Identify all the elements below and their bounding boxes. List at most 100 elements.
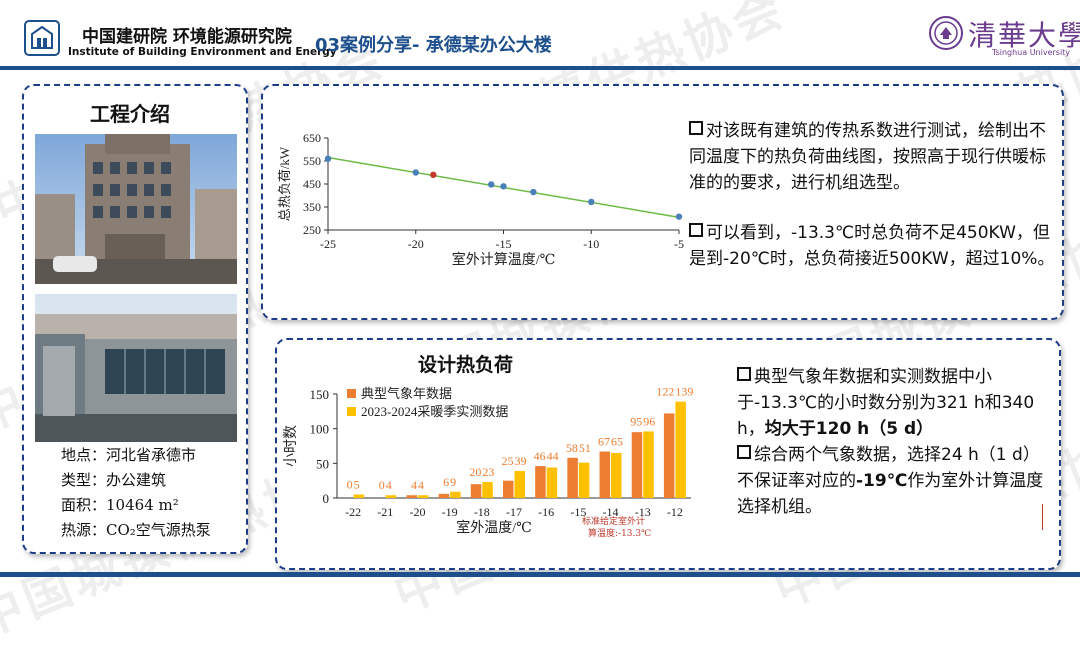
x-tick-label: -14 <box>603 505 619 519</box>
value-label: 51 <box>579 441 591 455</box>
bar-measured <box>482 482 493 498</box>
bar-typical-year <box>663 413 675 498</box>
legend-swatch <box>347 407 356 416</box>
data-point <box>588 198 595 206</box>
bar-measured <box>385 495 397 498</box>
x-tick-label: -25 <box>320 237 336 251</box>
data-point <box>324 155 332 162</box>
institute-name-cn: 中国建研院 环境能源研究院 <box>82 27 292 47</box>
value-label: 95 <box>630 414 642 428</box>
legend-label: 典型气象年数据 <box>361 386 452 401</box>
y-axis-label: 总热负荷/kW <box>277 146 292 221</box>
institute-logo-icon <box>24 20 60 56</box>
bullet-hours-compare: 典型气象年数据和实测数据中小于-13.3℃的小时数分别为321 h和340 h，… <box>737 367 1035 439</box>
bullet-design-temp: 综合两个气象数据，选择24 h（1 d）不保证率对应的-19℃作为室外计算温度选… <box>737 445 1044 517</box>
data-point <box>488 181 495 188</box>
y-tick-label: 550 <box>303 154 321 168</box>
bar-measured <box>675 401 686 498</box>
x-tick-label: -20 <box>408 237 424 251</box>
info-heat-source: 热源：CO₂空气源热泵 <box>61 521 211 539</box>
x-tick-label: -21 <box>377 505 393 519</box>
bar-typical-year <box>631 432 643 498</box>
bar-typical-year <box>503 480 514 498</box>
value-label: 6 <box>443 475 449 489</box>
x-tick-label: -5 <box>674 237 684 251</box>
x-tick-label: -22 <box>345 505 361 519</box>
standard-temp-annotation: 标准给定室外计 算温度:-13.3℃ <box>582 517 652 539</box>
legend-label: 2023-2024采暖季实测数据 <box>361 404 508 419</box>
x-tick-label: -18 <box>474 505 490 519</box>
building-photo <box>35 134 237 284</box>
value-label: 5 <box>354 478 360 492</box>
square-bullet-icon <box>737 367 751 381</box>
highlight-point <box>430 171 437 178</box>
bullet-transfer-test: 对该既有建筑的传热系数进行测试，绘制出不同温度下的热负荷曲线图，按照高于现行供暖… <box>689 121 1046 193</box>
bar-measured <box>514 470 525 498</box>
bar-measured <box>611 452 622 498</box>
data-point <box>412 169 419 176</box>
y-tick-label: 50 <box>316 456 329 471</box>
y-tick-label: 350 <box>303 200 321 214</box>
slide-title: 03案例分享- 承德某办公大楼 <box>315 35 552 56</box>
project-intro-title: 工程介绍 <box>90 102 170 126</box>
square-bullet-icon <box>689 121 703 135</box>
bar-typical-year <box>406 495 417 498</box>
bar-measured <box>417 495 429 498</box>
square-bullet-icon <box>737 445 751 459</box>
design-heat-load-panel: 设计热负荷 0 50 100 150 -22 0 5 -21 0 4 -20 4 4 -19 6 9 -18 20… <box>275 338 1061 570</box>
info-type: 类型：办公建筑 <box>61 471 167 489</box>
university-name-en: Tsinghua University <box>992 48 1071 57</box>
value-label: 4 <box>411 478 417 492</box>
value-label: 39 <box>515 454 527 468</box>
x-tick-label: -16 <box>538 505 554 519</box>
value-label: 9 <box>450 475 456 489</box>
x-tick-label: -17 <box>506 505 522 519</box>
bar-measured <box>353 494 365 498</box>
data-point <box>530 188 537 196</box>
value-label: 122 <box>656 385 674 399</box>
value-label: 25 <box>502 454 514 468</box>
bar-typical-year <box>535 466 546 498</box>
bar-measured <box>450 491 461 498</box>
y-tick-label: 100 <box>310 422 330 437</box>
tsinghua-seal-icon <box>928 15 964 51</box>
x-axis-label: 室外温度/℃ <box>456 519 532 536</box>
value-label: 23 <box>482 465 494 479</box>
value-label: 4 <box>386 478 392 492</box>
y-tick-label: 0 <box>323 491 330 506</box>
value-label: 20 <box>469 465 481 479</box>
value-label: 46 <box>534 449 546 463</box>
bar-measured <box>643 431 654 498</box>
value-label: 139 <box>675 385 693 399</box>
value-label: 0 <box>379 478 385 492</box>
x-tick-label: -15 <box>496 237 512 251</box>
x-axis-label: 室外计算温度/℃ <box>452 251 556 266</box>
x-tick-label: -12 <box>667 505 683 519</box>
y-tick-label: 650 <box>303 131 321 145</box>
info-location: 地点：河北省承德市 <box>61 446 197 464</box>
data-point <box>675 213 683 220</box>
bar-measured <box>578 462 590 498</box>
x-tick-label: -20 <box>409 505 425 519</box>
institute-name-en: Institute of Building Environment and En… <box>68 46 337 58</box>
legend-swatch <box>347 389 356 398</box>
x-tick-label: -15 <box>570 505 586 519</box>
value-label: 65 <box>611 435 623 449</box>
x-tick-label: -19 <box>442 505 458 519</box>
info-area: 面积：10464 m² <box>61 496 179 514</box>
bar-typical-year <box>438 493 450 498</box>
value-label: 0 <box>347 478 353 492</box>
square-bullet-icon <box>689 223 703 237</box>
bar-typical-year <box>567 457 578 498</box>
university-name-cn: 清華大學 <box>968 19 1080 52</box>
project-intro-panel: 工程介绍 <box>22 84 248 554</box>
y-tick-label: 150 <box>310 387 330 402</box>
bullet-load-increase: 可以看到，-13.3℃时总负荷不足450KW，但是到-20℃时，总负荷接近500… <box>689 223 1055 269</box>
bar-typical-year <box>470 484 482 498</box>
x-tick-label: -10 <box>583 237 599 251</box>
header-divider <box>0 66 1080 70</box>
y-axis-label: 小时数 <box>283 425 299 467</box>
value-label: 67 <box>598 435 610 449</box>
heat-load-scatter-chart: 250 350 450 550 650 -25 -20 -15 -10 -5 室外计算温度/℃ 总热负… <box>277 131 684 266</box>
